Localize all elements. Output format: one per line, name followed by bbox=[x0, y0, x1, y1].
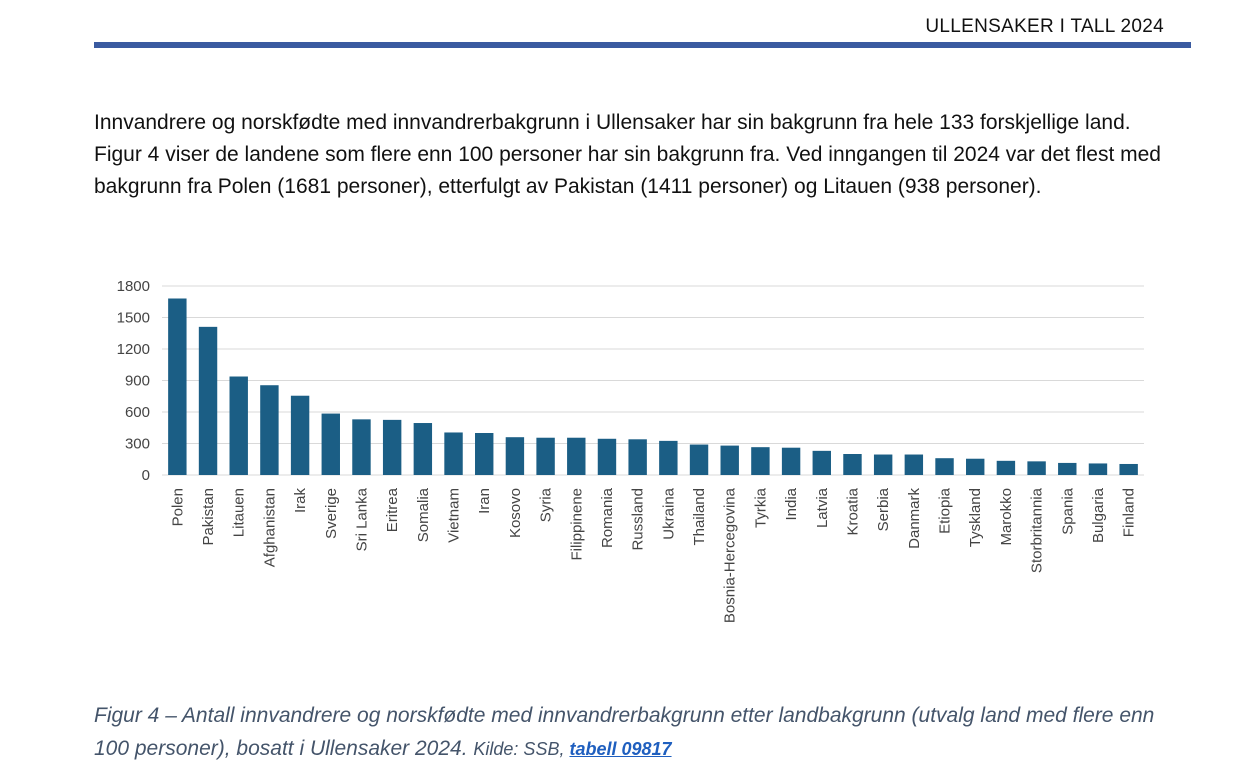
x-tick-label: Thailand bbox=[691, 488, 708, 546]
bar bbox=[321, 413, 340, 475]
x-tick-label: India bbox=[783, 487, 800, 520]
x-tick-label: Eritrea bbox=[384, 487, 401, 532]
x-tick-label: Somalia bbox=[415, 487, 432, 542]
y-tick-label: 0 bbox=[142, 467, 150, 484]
bar bbox=[904, 454, 924, 475]
x-tick-label: Vietnam bbox=[446, 488, 463, 543]
bar bbox=[1119, 463, 1138, 475]
x-tick-label: Filippinene bbox=[568, 488, 585, 561]
source-table-link[interactable]: tabell 09817 bbox=[569, 739, 672, 759]
bar bbox=[628, 439, 647, 475]
bar bbox=[659, 440, 678, 475]
x-tick-label: Kosovo bbox=[507, 488, 524, 538]
caption-text: Figur 4 – Antall innvandrere og norskfød… bbox=[94, 704, 1155, 760]
x-tick-label: Finland bbox=[1121, 488, 1138, 537]
bar bbox=[873, 454, 893, 475]
bar bbox=[413, 423, 433, 475]
intro-paragraph: Innvandrere og norskfødte med innvandrer… bbox=[94, 111, 1161, 198]
bar bbox=[966, 458, 985, 475]
x-tick-label: Syria bbox=[538, 487, 555, 522]
x-tick-label: Tyskland bbox=[967, 488, 984, 547]
x-tick-label: Danmark bbox=[906, 488, 923, 549]
y-tick-label: 1800 bbox=[117, 278, 150, 295]
x-tick-label: Storbritannia bbox=[1029, 487, 1046, 573]
bar bbox=[505, 437, 525, 475]
x-tick-label: Litauen bbox=[231, 488, 248, 537]
bar bbox=[229, 376, 248, 475]
bar bbox=[1088, 463, 1108, 475]
y-tick-label: 900 bbox=[125, 373, 150, 390]
bar bbox=[567, 437, 586, 475]
x-tick-label: Iran bbox=[476, 488, 493, 514]
x-tick-label: Bulgaria bbox=[1090, 487, 1107, 543]
bar bbox=[168, 298, 187, 475]
y-tick-label: 600 bbox=[125, 404, 150, 421]
bar bbox=[475, 433, 494, 475]
x-tick-label: Latvia bbox=[814, 487, 831, 528]
source-prefix: Kilde: SSB, bbox=[473, 739, 565, 759]
bar-chart: 0 300 600 900 1200 1500 1800 Polen Pakistan Litau… bbox=[117, 278, 1144, 623]
x-tick-label: Sverige bbox=[323, 488, 340, 539]
bar bbox=[751, 447, 770, 475]
bar bbox=[1058, 462, 1077, 475]
y-tick-label: 1200 bbox=[117, 341, 150, 358]
x-tick-label: Sri Lanka bbox=[353, 487, 370, 551]
x-tick-label: Etiopia bbox=[937, 487, 954, 534]
y-tick-label: 1500 bbox=[117, 310, 150, 327]
x-tick-label: Polen bbox=[169, 488, 186, 526]
x-tick-label: Ukraina bbox=[660, 487, 677, 539]
bar bbox=[352, 419, 371, 475]
bar bbox=[689, 444, 709, 475]
y-tick-label: 300 bbox=[125, 436, 150, 453]
bar bbox=[935, 458, 954, 475]
header-divider bbox=[94, 42, 1191, 48]
bar bbox=[444, 432, 463, 475]
x-tick-label: Bosnia-Hercegovina bbox=[722, 487, 739, 623]
bar bbox=[720, 445, 739, 475]
bar bbox=[260, 385, 279, 475]
bar bbox=[290, 395, 310, 475]
bar bbox=[1027, 461, 1046, 475]
figure-caption: Figur 4 – Antall innvandrere og norskfød… bbox=[94, 699, 1184, 766]
bar bbox=[781, 447, 801, 475]
x-tick-label: Marokko bbox=[998, 488, 1015, 546]
x-tick-label: Russland bbox=[630, 488, 647, 551]
x-tick-label: Spania bbox=[1059, 487, 1076, 534]
bar bbox=[812, 450, 831, 475]
bar bbox=[843, 454, 862, 475]
x-tick-label: Irak bbox=[292, 488, 309, 514]
x-tick-label: Romania bbox=[599, 487, 616, 548]
bar bbox=[382, 419, 402, 475]
bar bbox=[536, 437, 555, 475]
bar bbox=[996, 460, 1016, 475]
x-tick-label: Tyrkia bbox=[752, 487, 769, 528]
x-tick-label: Kroatia bbox=[844, 487, 861, 535]
document-header-title: ULLENSAKER I TALL 2024 bbox=[925, 16, 1164, 37]
x-tick-label: Serbia bbox=[875, 487, 892, 531]
bar bbox=[597, 438, 617, 475]
x-tick-label: Afghanistan bbox=[261, 488, 278, 567]
caption-source: Kilde: SSB, tabell 09817 bbox=[473, 739, 671, 759]
x-tick-label: Pakistan bbox=[200, 488, 217, 546]
bar bbox=[198, 326, 218, 475]
